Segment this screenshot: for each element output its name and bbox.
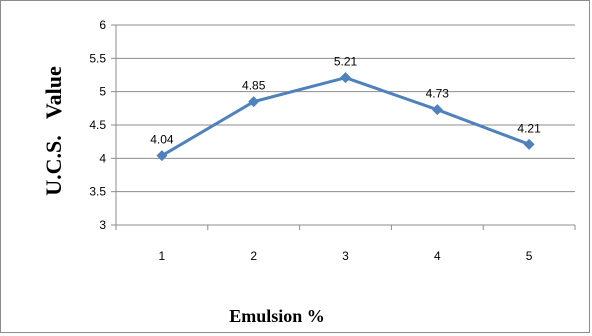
y-tick-label: 4 xyxy=(99,151,106,165)
x-tick-label: 3 xyxy=(342,249,349,263)
data-point-marker xyxy=(156,150,168,162)
data-label: 5.21 xyxy=(334,55,358,69)
label-layer: 4.04 4.85 5.21 4.73 4.21 xyxy=(150,55,541,147)
data-point-marker xyxy=(431,104,443,116)
grid-layer xyxy=(116,24,575,193)
series-layer xyxy=(156,72,535,162)
data-label: 4.04 xyxy=(150,133,174,147)
x-axis-title: Emulsion % xyxy=(229,306,325,326)
y-tick-label: 4.5 xyxy=(89,118,106,132)
data-label: 4.21 xyxy=(517,121,541,135)
x-tick-label: 4 xyxy=(434,249,441,263)
x-tick-label: 1 xyxy=(159,249,166,263)
x-tick-label: 5 xyxy=(526,249,533,263)
x-tick-label: 2 xyxy=(250,249,257,263)
y-tick-label: 3 xyxy=(99,218,106,232)
data-label: 4.85 xyxy=(242,79,266,93)
data-point-marker xyxy=(248,96,260,108)
data-point-marker xyxy=(523,138,535,150)
data-point-marker xyxy=(340,72,351,84)
series-line xyxy=(161,76,530,157)
y-tick-label: 6 xyxy=(99,18,106,32)
y-tick-label: 5.5 xyxy=(89,51,106,65)
axis-layer: 3 3.5 4 4.5 5 5.5 6 1 2 3 4 5 xyxy=(89,18,576,263)
y-axis-title: U.C.S. Value xyxy=(41,66,66,196)
y-tick-label: 5 xyxy=(99,85,106,99)
y-tick-label: 3.5 xyxy=(89,185,106,199)
data-label: 4.73 xyxy=(426,87,450,101)
